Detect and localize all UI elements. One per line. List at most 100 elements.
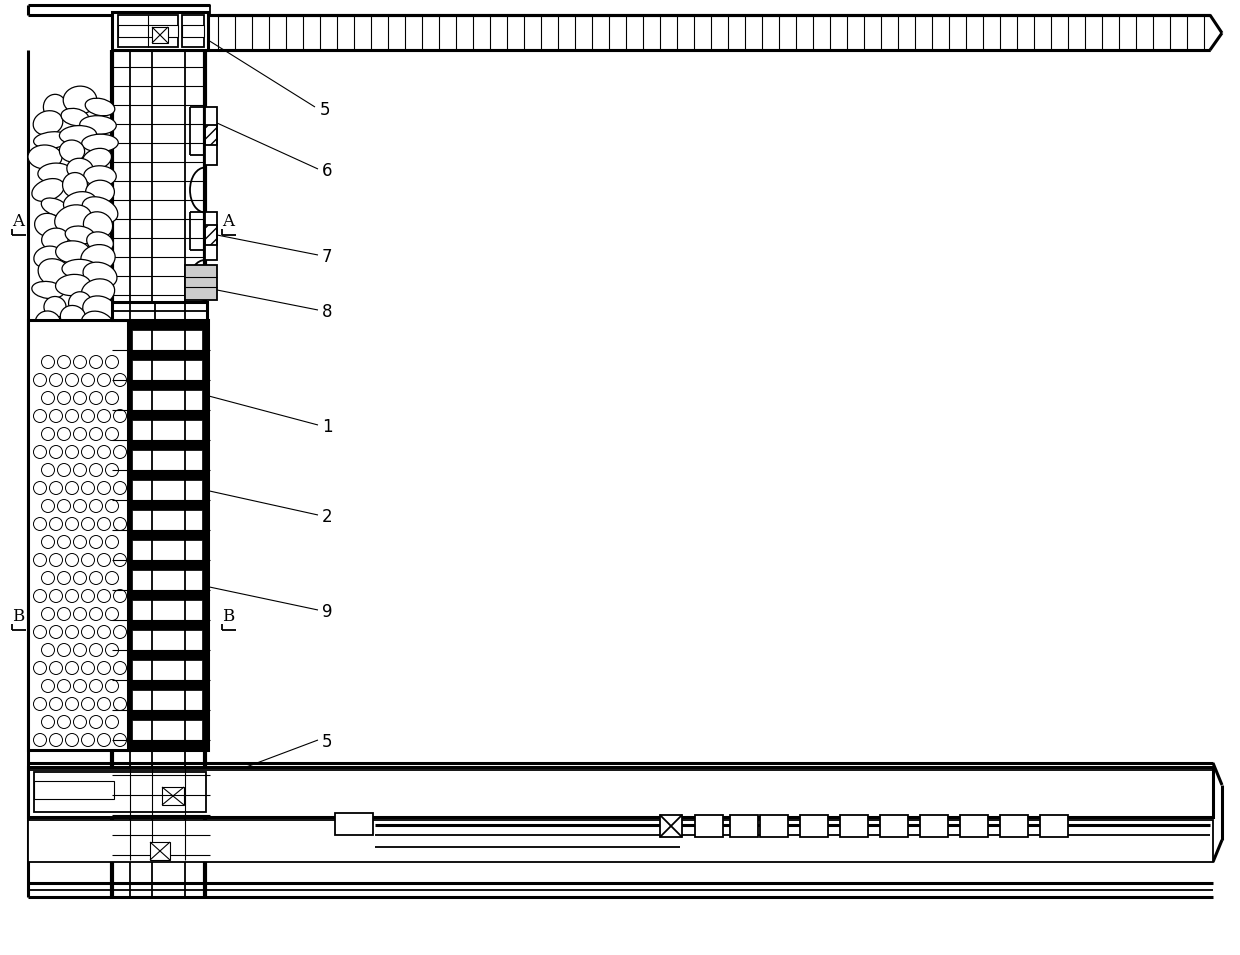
Circle shape <box>66 554 78 566</box>
Circle shape <box>66 373 78 387</box>
Bar <box>128 320 208 750</box>
Circle shape <box>114 373 126 387</box>
Circle shape <box>98 662 110 674</box>
Circle shape <box>114 662 126 674</box>
Circle shape <box>33 626 47 639</box>
Circle shape <box>33 554 47 566</box>
Circle shape <box>66 410 78 422</box>
Circle shape <box>33 697 47 711</box>
Text: 9: 9 <box>322 603 332 621</box>
Circle shape <box>41 355 55 369</box>
Bar <box>131 480 202 500</box>
Bar <box>182 15 205 47</box>
Ellipse shape <box>82 197 118 223</box>
Circle shape <box>50 589 62 603</box>
Ellipse shape <box>83 212 113 238</box>
Circle shape <box>98 373 110 387</box>
Ellipse shape <box>67 358 93 376</box>
Bar <box>205 107 217 165</box>
Circle shape <box>82 733 94 747</box>
Polygon shape <box>175 320 185 330</box>
Circle shape <box>89 715 103 729</box>
Bar <box>730 815 758 837</box>
Circle shape <box>73 680 87 692</box>
Circle shape <box>41 571 55 584</box>
Circle shape <box>33 662 47 674</box>
Ellipse shape <box>84 461 115 481</box>
Circle shape <box>105 571 119 584</box>
Circle shape <box>98 733 110 747</box>
Bar <box>131 570 202 590</box>
Bar <box>694 815 723 837</box>
Circle shape <box>41 392 55 405</box>
Ellipse shape <box>37 393 73 415</box>
Ellipse shape <box>57 407 89 424</box>
Circle shape <box>66 697 78 711</box>
Ellipse shape <box>33 111 63 136</box>
Ellipse shape <box>84 166 117 186</box>
Bar <box>131 390 202 410</box>
Bar <box>131 690 202 710</box>
Circle shape <box>89 536 103 548</box>
Circle shape <box>66 518 78 530</box>
Circle shape <box>105 680 119 692</box>
Bar <box>29 820 1213 862</box>
Circle shape <box>66 481 78 495</box>
Circle shape <box>114 410 126 422</box>
Circle shape <box>57 499 71 513</box>
Ellipse shape <box>63 192 97 214</box>
Circle shape <box>50 481 62 495</box>
Ellipse shape <box>86 180 114 203</box>
Circle shape <box>105 428 119 440</box>
Ellipse shape <box>40 326 69 352</box>
Circle shape <box>89 680 103 692</box>
Ellipse shape <box>29 145 62 169</box>
Ellipse shape <box>79 116 117 135</box>
Ellipse shape <box>89 395 112 414</box>
Circle shape <box>33 733 47 747</box>
Bar <box>839 815 868 837</box>
Ellipse shape <box>86 349 110 366</box>
Ellipse shape <box>56 274 91 296</box>
Bar <box>760 815 787 837</box>
Circle shape <box>50 626 62 639</box>
Bar <box>33 781 114 799</box>
Circle shape <box>57 355 71 369</box>
Circle shape <box>50 373 62 387</box>
Bar <box>920 815 949 837</box>
Circle shape <box>73 463 87 477</box>
Circle shape <box>57 536 71 548</box>
Bar <box>131 720 202 740</box>
Bar <box>185 265 217 300</box>
Circle shape <box>57 607 71 621</box>
Circle shape <box>114 481 126 495</box>
Circle shape <box>98 518 110 530</box>
Bar <box>131 660 202 680</box>
Bar <box>999 815 1028 837</box>
Circle shape <box>57 644 71 656</box>
Ellipse shape <box>83 148 112 170</box>
Circle shape <box>50 554 62 566</box>
Ellipse shape <box>38 456 71 479</box>
Circle shape <box>82 697 94 711</box>
Ellipse shape <box>33 378 62 396</box>
Ellipse shape <box>61 436 86 457</box>
Circle shape <box>41 499 55 513</box>
Ellipse shape <box>31 342 64 369</box>
Ellipse shape <box>41 198 68 216</box>
Ellipse shape <box>35 213 61 237</box>
Ellipse shape <box>42 228 68 250</box>
Circle shape <box>57 392 71 405</box>
Circle shape <box>57 463 71 477</box>
Circle shape <box>98 626 110 639</box>
Circle shape <box>105 715 119 729</box>
Circle shape <box>73 571 87 584</box>
Circle shape <box>73 644 87 656</box>
Bar <box>131 600 202 620</box>
Ellipse shape <box>32 282 64 299</box>
Circle shape <box>41 715 55 729</box>
Circle shape <box>89 355 103 369</box>
Circle shape <box>82 410 94 422</box>
Ellipse shape <box>62 173 88 198</box>
Ellipse shape <box>38 361 71 381</box>
